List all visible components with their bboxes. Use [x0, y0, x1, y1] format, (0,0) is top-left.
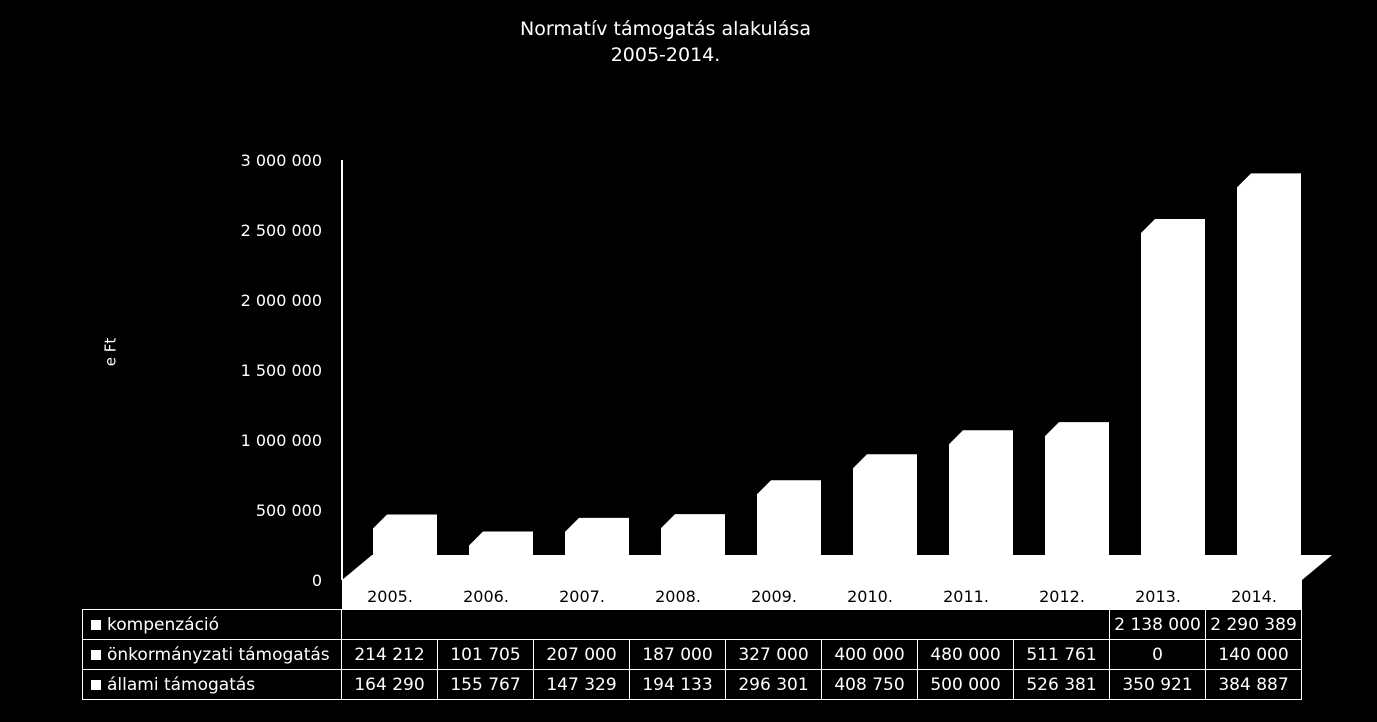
bar-2008: [661, 514, 725, 555]
data-label: 408 750: [821, 669, 918, 700]
x-tick-label: 2013.: [1135, 587, 1181, 606]
chart-title-line-1: Normatív támogatás alakulása: [520, 18, 811, 40]
bar-2009: [757, 480, 821, 555]
y-tick-label: 1 500 000: [241, 361, 322, 380]
x-tick-label: 2014.: [1231, 587, 1277, 606]
legend-label: kompenzáció: [107, 614, 220, 635]
data-label: 526 381: [1013, 669, 1110, 700]
data-label: 350 921: [1109, 669, 1206, 700]
x-tick-label: 2009.: [751, 587, 797, 606]
data-label: 400 000: [821, 639, 918, 670]
data-label: [437, 609, 534, 640]
legend-label: állami támogatás: [107, 674, 256, 695]
legend-swatch-icon: [91, 649, 101, 660]
x-tick-label: 2008.: [655, 587, 701, 606]
data-label: 511 761: [1013, 639, 1110, 670]
data-label: 384 887: [1205, 669, 1302, 700]
chart-floor-front: [342, 580, 1302, 610]
data-label: 2 290 389: [1205, 609, 1302, 640]
chart-title-line-2: 2005-2014.: [610, 44, 721, 66]
legend-entry: állami támogatás: [82, 669, 342, 700]
bar-2013: [1141, 219, 1205, 555]
legend-label: önkormányzati támogatás: [107, 644, 330, 665]
table-row: kompenzáció 2 138 000 2 290 389: [82, 609, 1302, 640]
x-tick-label: 2006.: [463, 587, 509, 606]
legend-swatch-icon: [91, 619, 101, 630]
data-label: 296 301: [725, 669, 822, 700]
bar-2014: [1237, 173, 1301, 555]
legend-entry: kompenzáció: [82, 609, 342, 640]
legend-entry: önkormányzati támogatás: [82, 639, 342, 670]
y-tick-label: 0: [312, 571, 322, 590]
chart-floor: [342, 555, 1332, 580]
data-label: 214 212: [341, 639, 438, 670]
data-label: 101 705: [437, 639, 534, 670]
y-tick-label: 2 500 000: [241, 221, 322, 240]
x-tick-label: 2005.: [367, 587, 413, 606]
table-row: önkormányzati támogatás 214 212 101 705 207…: [82, 639, 1302, 670]
data-label: [725, 609, 822, 640]
data-label: [341, 609, 438, 640]
data-label: [917, 609, 1014, 640]
data-label: [533, 609, 630, 640]
data-label: 140 000: [1205, 639, 1302, 670]
data-label: 327 000: [725, 639, 822, 670]
data-label: 207 000: [533, 639, 630, 670]
data-label: 147 329: [533, 669, 630, 700]
chart-plot-area: 0 500 000 1 000 000 1 500 000 2 000 000 2 500…: [241, 151, 1332, 610]
x-tick-label: 2011.: [943, 587, 989, 606]
data-label: 2 138 000: [1109, 609, 1206, 640]
bar-2007: [565, 517, 629, 555]
bar-2010: [853, 454, 917, 555]
data-label: [629, 609, 726, 640]
bar-2012: [1045, 422, 1109, 555]
data-label: 0: [1109, 639, 1206, 670]
data-label: [821, 609, 918, 640]
y-tick-label: 1 000 000: [241, 431, 322, 450]
data-label: 194 133: [629, 669, 726, 700]
x-tick-label: 2010.: [847, 587, 893, 606]
x-tick-label: 2012.: [1039, 587, 1085, 606]
x-tick-label: 2007.: [559, 587, 605, 606]
y-tick-label: 500 000: [256, 501, 322, 520]
y-tick-label: 3 000 000: [241, 151, 322, 170]
data-label: 164 290: [341, 669, 438, 700]
data-label: 500 000: [917, 669, 1014, 700]
bar-2011: [949, 430, 1013, 555]
bar-2006: [469, 531, 533, 555]
data-label: [1013, 609, 1110, 640]
data-label: 480 000: [917, 639, 1014, 670]
data-label: 187 000: [629, 639, 726, 670]
table-row: állami támogatás 164 290 155 767 147 329 194…: [82, 669, 1302, 700]
legend-swatch-icon: [91, 679, 101, 690]
y-tick-label: 2 000 000: [241, 291, 322, 310]
bar-2005: [373, 514, 437, 555]
data-table: kompenzáció 2 138 000 2 290 389 önkormányza…: [82, 609, 1302, 700]
chart-title: Normatív támogatás alakulása 2005-2014.: [0, 16, 1331, 68]
data-label: 155 767: [437, 669, 534, 700]
